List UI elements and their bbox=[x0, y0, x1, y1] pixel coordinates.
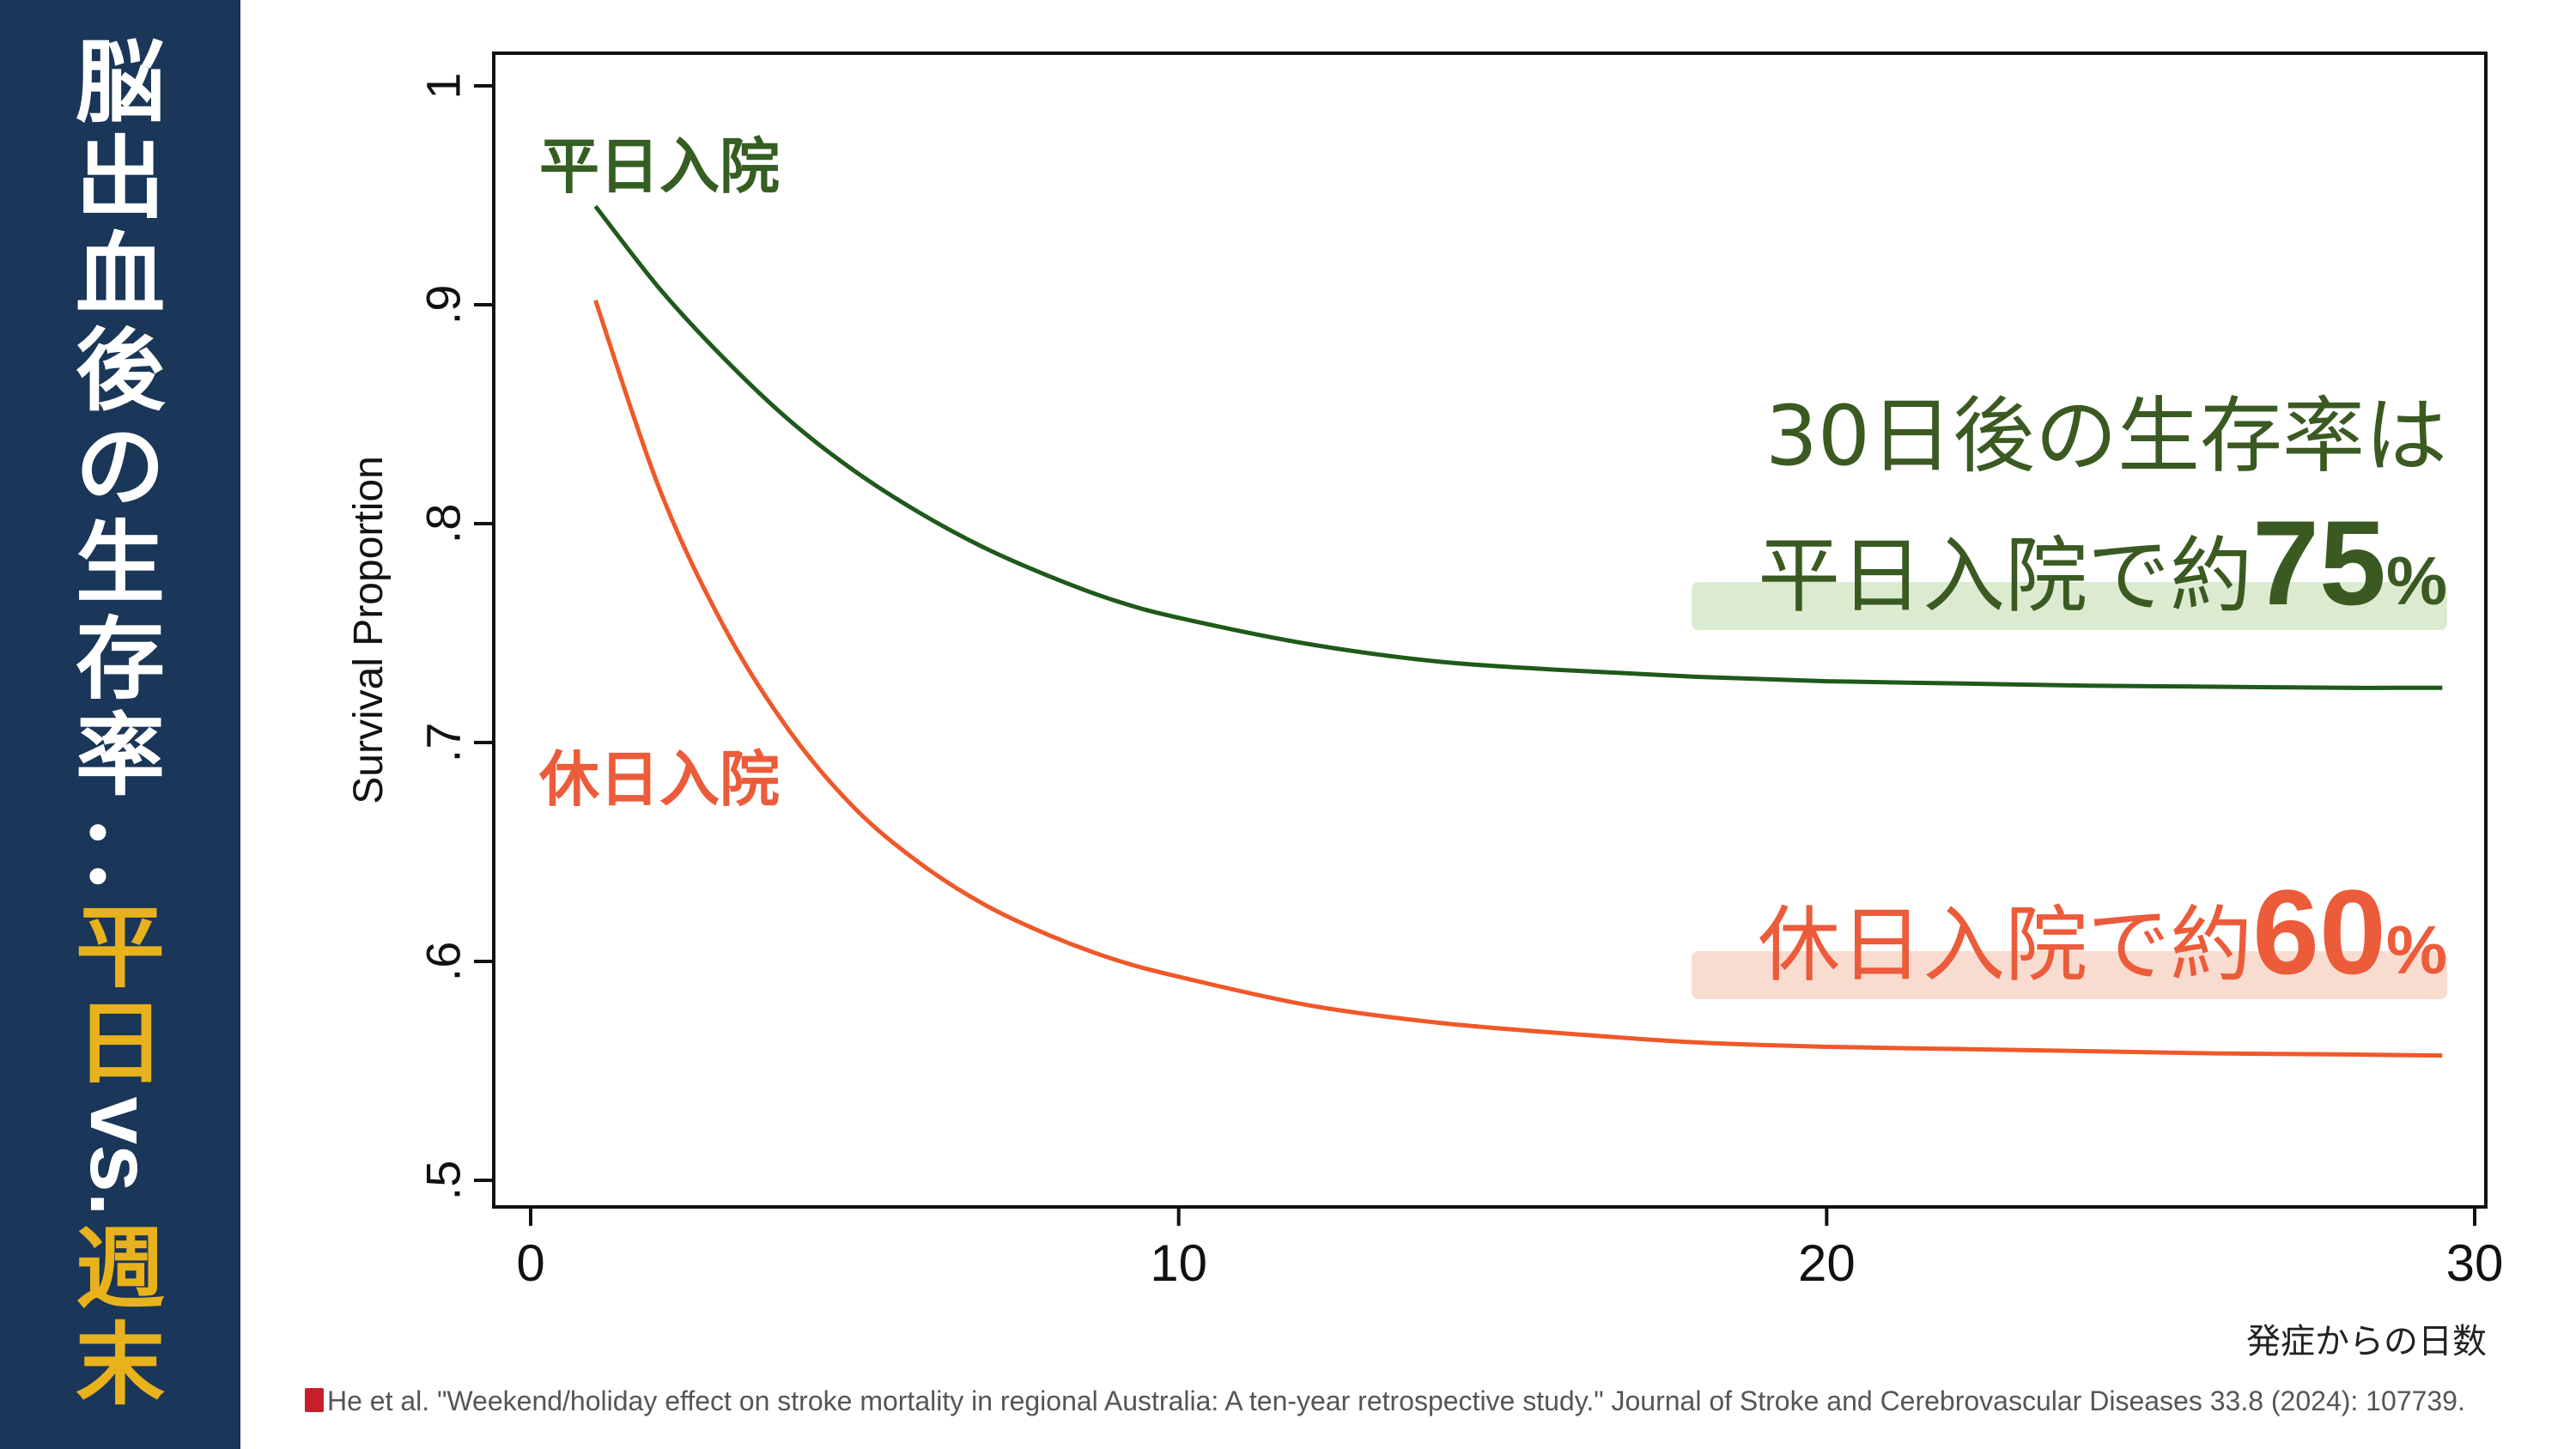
title-char-highlight: 平 bbox=[75, 895, 165, 1000]
title-char-highlight: 週 bbox=[75, 1216, 165, 1321]
title-char: 出 bbox=[75, 126, 165, 231]
x-tick-label: 10 bbox=[1150, 1234, 1207, 1292]
title-sidebar: 脳 出 血 後 の 生 存 率 ： 平 日 vs. 週 末 bbox=[0, 0, 240, 1449]
title-char: 血 bbox=[75, 222, 165, 327]
y-axis: .5 .6 .7 .8 .9 1 bbox=[416, 72, 494, 1200]
weekday-annotation: 平日入院で約 75 % bbox=[1758, 494, 2447, 633]
holiday-highlight bbox=[1692, 951, 2447, 999]
series-group bbox=[593, 204, 2443, 1058]
x-tick-label: 0 bbox=[516, 1234, 544, 1292]
title-char: ： bbox=[75, 799, 165, 904]
y-tick-label: .9 bbox=[416, 285, 471, 325]
weekday-series-label: 平日入院 bbox=[539, 131, 780, 202]
book-icon bbox=[305, 1388, 324, 1412]
holiday-series-label: 休日入院 bbox=[539, 744, 780, 815]
x-axis: 0 10 20 30 bbox=[516, 1207, 2503, 1292]
title-char-highlight: 日 bbox=[75, 991, 165, 1096]
y-tick-label: .8 bbox=[416, 504, 471, 544]
y-tick-label: 1 bbox=[416, 72, 471, 99]
weekday-annotation-text: 平日入院で約 bbox=[1758, 528, 2253, 624]
x-tick-label: 20 bbox=[1798, 1234, 1856, 1292]
y-tick-label: .6 bbox=[416, 942, 471, 982]
holiday-annotation-percent: % bbox=[2385, 912, 2447, 988]
y-tick-label: .5 bbox=[416, 1161, 471, 1201]
weekday-annotation-percent: % bbox=[2385, 543, 2447, 619]
weekday-survival-line bbox=[593, 204, 2443, 690]
title-char-highlight: 末 bbox=[75, 1313, 165, 1417]
title-char: 率 bbox=[75, 703, 165, 808]
holiday-annotation-value: 60 bbox=[2252, 864, 2386, 999]
title-char: 生 bbox=[75, 511, 165, 615]
plot-frame bbox=[492, 52, 2488, 1209]
title-char: 後 bbox=[75, 318, 165, 423]
x-axis-label: 発症からの日数 bbox=[2246, 1322, 2487, 1361]
citation-text: He et al. "Weekend/holiday effect on str… bbox=[327, 1385, 2465, 1416]
y-axis-label: Survival Proportion bbox=[346, 456, 392, 804]
vertical-title: 脳 出 血 後 の 生 存 率 ： 平 日 vs. 週 末 bbox=[0, 34, 240, 1413]
weekday-annotation-value: 75 bbox=[2252, 495, 2386, 630]
title-char: 存 bbox=[75, 607, 165, 712]
x-tick-label: 30 bbox=[2446, 1234, 2504, 1292]
weekday-highlight bbox=[1692, 582, 2447, 630]
citation: He et al. "Weekend/holiday effect on str… bbox=[305, 1384, 2503, 1418]
holiday-annotation-text: 休日入院で約 bbox=[1758, 897, 2253, 993]
holiday-survival-line bbox=[593, 300, 2443, 1058]
y-tick-label: .7 bbox=[416, 723, 471, 763]
holiday-annotation: 休日入院で約 60 % bbox=[1758, 863, 2447, 1002]
annotation-heading: 30日後の生存率は bbox=[1765, 388, 2447, 484]
title-char: 脳 bbox=[75, 30, 165, 135]
title-char: の bbox=[75, 415, 165, 519]
